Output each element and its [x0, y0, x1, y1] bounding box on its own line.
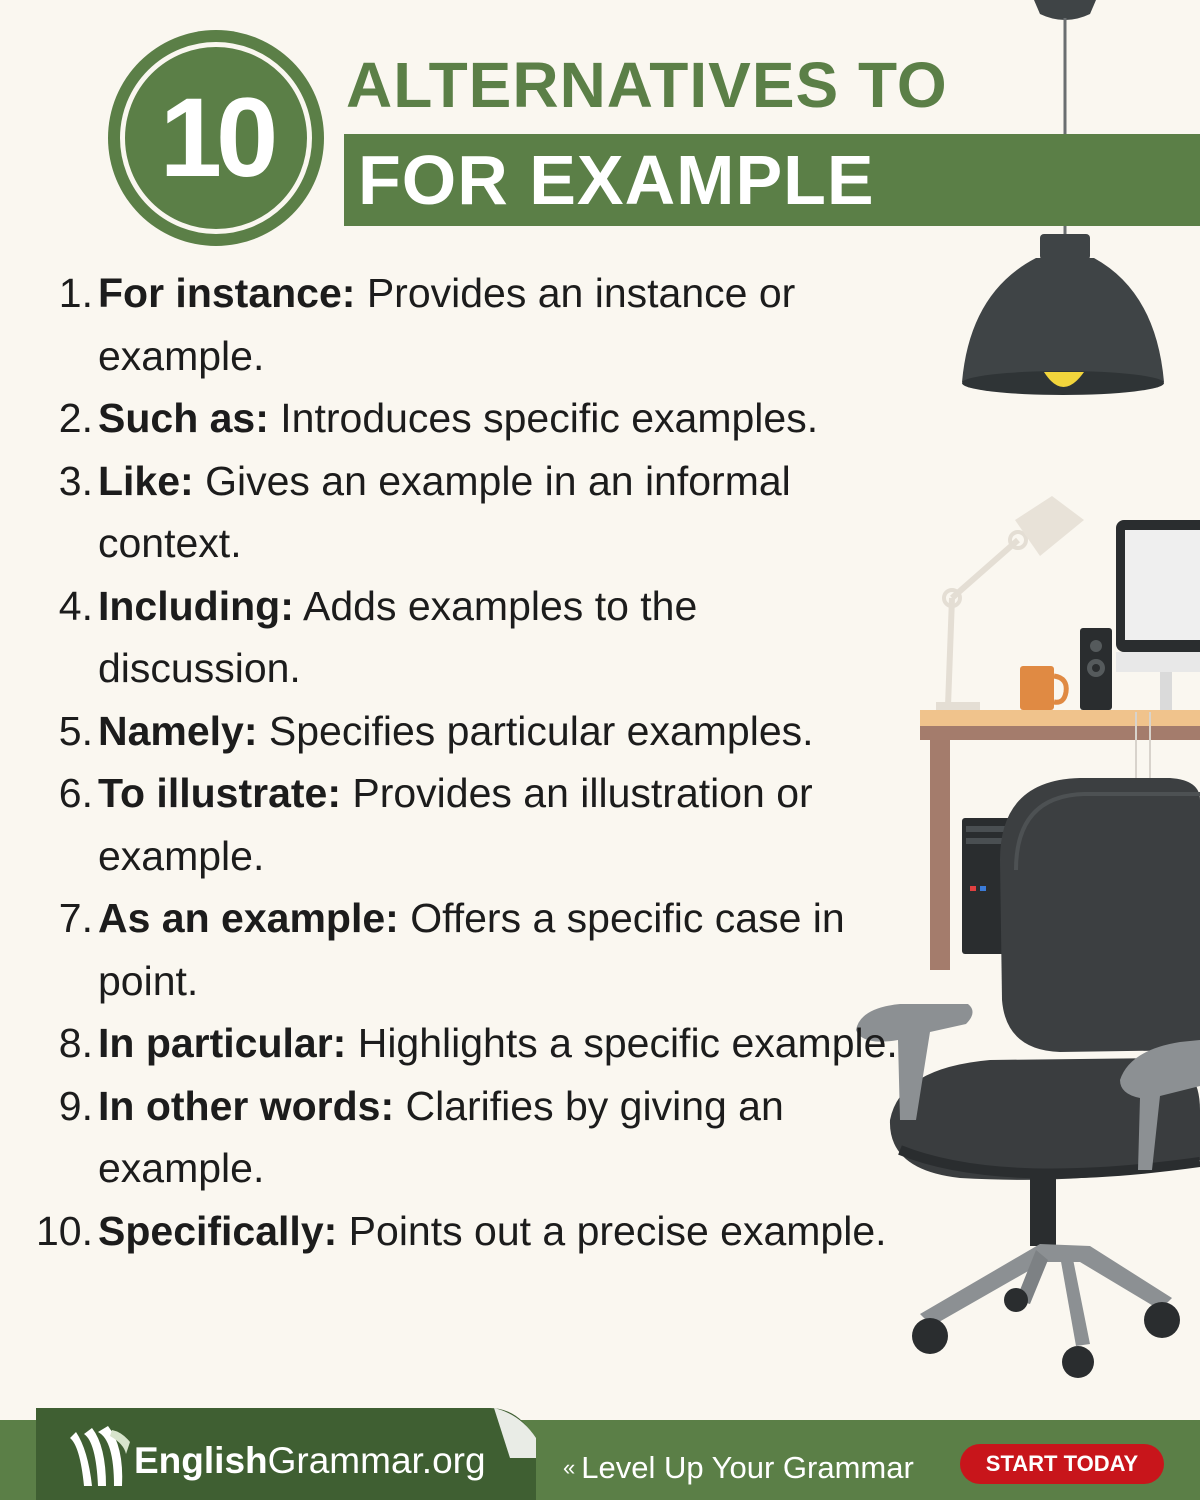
item-description: Highlights a specific example. [346, 1020, 898, 1066]
item-term: Including: [98, 582, 294, 629]
page-fold-icon [494, 1408, 536, 1458]
double-chevron-left-icon: « [563, 1455, 576, 1480]
tagline: «Level Up Your Grammar [563, 1450, 914, 1486]
list-item: 9. In other words: Clarifies by giving an… [0, 1075, 905, 1200]
item-number: 2. [58, 395, 93, 441]
list-item: 2. Such as: Introduces specific examples. [0, 387, 905, 450]
list-item: 4. Including: Adds examples to the discus… [0, 575, 905, 700]
title-banner [344, 134, 1200, 226]
item-term: In other words: [98, 1082, 395, 1129]
item-description: Adds examples to the discussion. [98, 582, 698, 692]
item-number: 4. [58, 582, 93, 629]
item-description: Provides an illustration or example. [98, 770, 813, 879]
item-number: 10. [36, 1207, 93, 1254]
page-title-line2: FOR EXAMPLE [358, 141, 875, 219]
item-term: To illustrate: [98, 770, 341, 816]
site-logo-text[interactable]: EnglishGrammar.org [134, 1440, 486, 1482]
office-chair-icon [856, 778, 1200, 1378]
list-item: 3. Like: Gives an example in an informal … [0, 450, 905, 575]
logo-bold-text: English [134, 1440, 268, 1481]
item-description: Offers a specific case in point. [98, 895, 845, 1004]
list-item: 7. As an example: Offers a specific case … [0, 887, 905, 1012]
alternatives-list: 1. For instance: Provides an instance or … [0, 262, 905, 1262]
monitor-icon [1116, 520, 1200, 712]
item-term: Namely: [98, 707, 258, 754]
item-term: For instance: [98, 270, 356, 316]
list-item: 6. To illustrate: Provides an illustratio… [0, 762, 905, 887]
item-number: 9. [58, 1082, 93, 1129]
list-item: 8. In particular: Highlights a specific e… [0, 1012, 905, 1075]
item-number: 1. [58, 270, 93, 316]
computer-tower-icon [962, 818, 1022, 954]
badge-ring [120, 42, 312, 234]
list-item: 5. Namely: Specifies particular examples. [0, 700, 905, 763]
item-term: Specifically: [98, 1207, 338, 1254]
item-description: Introduces specific examples. [268, 395, 819, 441]
tagline-text: Level Up Your Grammar [581, 1450, 914, 1485]
book-logo-icon[interactable] [66, 1424, 132, 1488]
item-term: Such as: [98, 395, 269, 441]
badge-number: 10 [159, 75, 279, 200]
item-number: 7. [58, 895, 93, 941]
item-description: Points out a precise example. [337, 1207, 887, 1254]
list-item: 10. Specifically: Points out a precise ex… [0, 1200, 905, 1263]
item-description: Provides an instance or example. [98, 270, 796, 379]
item-description: Clarifies by giving an example. [98, 1082, 784, 1192]
item-number: 3. [58, 457, 93, 504]
item-description: Gives an example in an informal context. [98, 457, 791, 567]
number-badge: 10 [108, 30, 324, 246]
list-item: 1. For instance: Provides an instance or … [0, 262, 905, 387]
item-term: Like: [98, 457, 194, 504]
item-number: 6. [58, 770, 93, 816]
logo-regular-text: Grammar.org [267, 1440, 486, 1481]
item-term: In particular: [98, 1020, 347, 1066]
page-title-line1: ALTERNATIVES TO [346, 49, 948, 121]
item-number: 5. [58, 707, 93, 754]
mug-icon [1020, 666, 1069, 710]
item-description: Specifies particular examples. [257, 707, 814, 754]
item-number: 8. [58, 1020, 93, 1066]
desk-icon [920, 710, 1200, 970]
start-today-button[interactable]: START TODAY [960, 1444, 1164, 1484]
desk-lamp-icon [936, 496, 1084, 710]
speaker-icon [1080, 628, 1112, 710]
item-term: As an example: [98, 895, 399, 941]
